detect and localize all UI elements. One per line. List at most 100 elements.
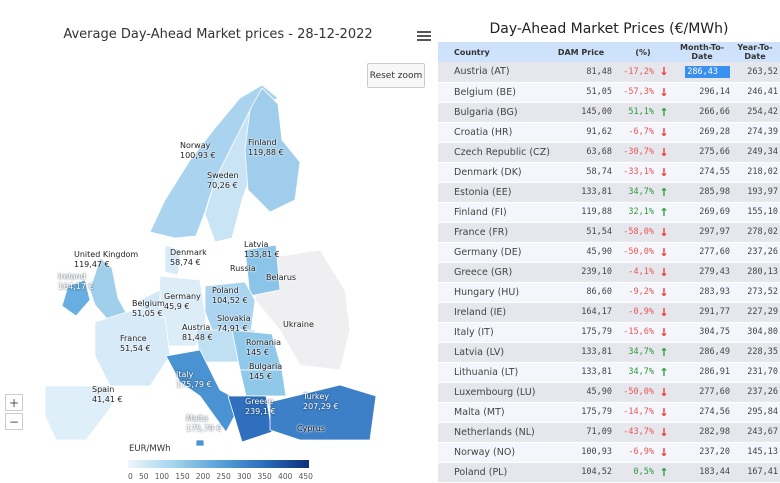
zoom-in-button[interactable]: +: [5, 394, 23, 411]
country-finland[interactable]: [244, 87, 301, 213]
dam-price-cell: 145,00: [550, 102, 612, 123]
header-dam-price[interactable]: DAM Price: [550, 42, 612, 62]
country-baltics[interactable]: [244, 244, 281, 297]
table-row[interactable]: Bulgaria (BG) 145,00 51,1% ↑ 266,66 254,42: [438, 102, 780, 123]
table-row[interactable]: Italy (IT) 175,79 -15,6% ↓ 304,75 304,80: [438, 322, 780, 343]
table-row[interactable]: Belgium (BE) 51,05 -57,3% ↓ 296,14 246,41: [438, 82, 780, 103]
country-malta[interactable]: [195, 439, 205, 447]
arrow-up-icon: ↑: [654, 362, 674, 383]
legend-tick: 50: [139, 472, 149, 481]
country-cell: Czech Republic (CZ): [438, 142, 550, 163]
year-to-date-cell: 274,39: [730, 122, 780, 143]
year-to-date-cell: 218,02: [730, 162, 780, 183]
year-to-date-cell: 273,52: [730, 282, 780, 303]
table-row[interactable]: Ireland (IE) 164,17 -0,9% ↓ 291,77 227,29: [438, 302, 780, 323]
table-row[interactable]: Norway (NO) 100,93 -6,9% ↓ 237,20 145,13: [438, 442, 780, 463]
map-label-slovakia: Slovakia 74,91 €: [217, 314, 251, 333]
year-to-date-cell: 145,13: [730, 442, 780, 463]
month-to-date-cell: 297,97: [674, 222, 730, 243]
dam-price-cell: 45,90: [550, 382, 612, 403]
dam-price-cell: 133,81: [550, 362, 612, 383]
table-row[interactable]: Czech Republic (CZ) 63,68 -30,7% ↓ 275,66 249…: [438, 142, 780, 163]
month-to-date-cell[interactable]: 286,43: [674, 62, 730, 83]
country-cell: Latvia (LV): [438, 342, 550, 363]
country-cell: Netherlands (NL): [438, 422, 550, 443]
country-bulgaria[interactable]: [239, 369, 287, 397]
month-to-date-cell: 285,98: [674, 182, 730, 203]
table-row[interactable]: Lithuania (LT) 133,81 34,7% ↑ 286,91 231,70: [438, 362, 780, 383]
map-label-finland: Finland 119,88 €: [248, 138, 284, 157]
month-to-date-value: 283,93: [699, 287, 730, 297]
arrow-down-icon: ↓: [654, 142, 674, 163]
table-row[interactable]: Croatia (HR) 91,62 -6,7% ↓ 269,28 274,39: [438, 122, 780, 143]
header-year-to-date[interactable]: Year-To-Date: [730, 42, 780, 62]
country-cell: Belgium (BE): [438, 82, 550, 103]
month-to-date-value: 286,91: [699, 367, 730, 377]
prices-table: Country DAM Price (%) Month-To-Date Year…: [438, 42, 780, 483]
country-france[interactable]: [94, 307, 171, 387]
hamburger-menu-icon[interactable]: [417, 31, 431, 43]
country-cell: Norway (NO): [438, 442, 550, 463]
month-to-date-value: 183,44: [699, 467, 730, 477]
month-to-date-value: 237,20: [699, 447, 730, 457]
arrow-up-icon: ↑: [654, 462, 674, 483]
percent-change-cell: -33,1%: [612, 162, 654, 183]
arrow-down-icon: ↓: [654, 122, 674, 143]
header-percent[interactable]: (%): [612, 42, 674, 62]
month-to-date-cell: 274,56: [674, 402, 730, 423]
reset-zoom-button[interactable]: Reset zoom: [367, 63, 425, 88]
table-row[interactable]: Greece (GR) 239,10 -4,1% ↓ 279,43 280,13: [438, 262, 780, 283]
month-to-date-value: 275,66: [699, 147, 730, 157]
country-greece[interactable]: [227, 395, 273, 443]
header-country[interactable]: Country: [438, 42, 550, 62]
month-to-date-value: 277,60: [699, 247, 730, 257]
percent-change-cell: -17,2%: [612, 62, 654, 83]
month-to-date-cell: 286,49: [674, 342, 730, 363]
table-row[interactable]: Netherlands (NL) 71,09 -43,7% ↓ 282,98 243,67: [438, 422, 780, 443]
table-row[interactable]: Malta (MT) 175,79 -14,7% ↓ 274,56 295,84: [438, 402, 780, 423]
year-to-date-cell: 295,84: [730, 402, 780, 423]
dam-price-cell: 133,81: [550, 342, 612, 363]
country-spain[interactable]: [44, 385, 113, 441]
table-row[interactable]: Denmark (DK) 58,74 -33,1% ↓ 274,55 218,02: [438, 162, 780, 183]
map-label-france: France 51,54 €: [120, 334, 151, 353]
table-row[interactable]: Finland (FI) 119,88 32,1% ↑ 269,69 155,10: [438, 202, 780, 223]
arrow-down-icon: ↓: [654, 62, 674, 83]
month-to-date-value: 282,98: [699, 427, 730, 437]
zoom-out-button[interactable]: −: [5, 413, 23, 430]
month-to-date-cell: 304,75: [674, 322, 730, 343]
table-row[interactable]: Austria (AT) 81,48 -17,2% ↓ 286,43 263,52: [438, 62, 780, 83]
map-label-sweden: Sweden 70,26 €: [207, 171, 239, 190]
europe-price-map[interactable]: Average Day-Ahead Market prices - 28-12-…: [0, 0, 436, 482]
country-cell: Germany (DE): [438, 242, 550, 263]
table-row[interactable]: Latvia (LV) 133,81 34,7% ↑ 286,49 228,35: [438, 342, 780, 363]
percent-change-cell: 0,5%: [612, 462, 654, 483]
table-row[interactable]: France (FR) 51,54 -58,0% ↓ 297,97 278,02: [438, 222, 780, 243]
arrow-up-icon: ↑: [654, 342, 674, 363]
table-row[interactable]: Estonia (EE) 133,81 34,7% ↑ 285,98 193,97: [438, 182, 780, 203]
table-row[interactable]: Luxembourg (LU) 45,90 -50,0% ↓ 277,60 237,26: [438, 382, 780, 403]
year-to-date-cell: 237,26: [730, 382, 780, 403]
table-row[interactable]: Poland (PL) 104,52 0,5% ↑ 183,44 167,41: [438, 462, 780, 483]
header-month-to-date[interactable]: Month-To-Date: [674, 42, 730, 62]
year-to-date-cell: 263,52: [730, 62, 780, 83]
dam-price-cell: 175,79: [550, 322, 612, 343]
country-ireland[interactable]: [61, 279, 91, 317]
year-to-date-cell: 249,34: [730, 142, 780, 163]
country-denmark[interactable]: [164, 244, 181, 276]
month-to-date-value: 269,69: [699, 207, 730, 217]
map-label-latvia: Latvia 133,81 €: [244, 240, 280, 259]
table-row[interactable]: Germany (DE) 45,90 -50,0% ↓ 277,60 237,26: [438, 242, 780, 263]
month-to-date-value: 286,43: [685, 65, 730, 78]
table-row[interactable]: Hungary (HU) 86,60 -9,2% ↓ 283,93 273,52: [438, 282, 780, 303]
arrow-down-icon: ↓: [654, 162, 674, 183]
percent-change-cell: -50,0%: [612, 242, 654, 263]
dam-price-cell: 81,48: [550, 62, 612, 83]
year-to-date-cell: 254,42: [730, 102, 780, 123]
arrow-down-icon: ↓: [654, 302, 674, 323]
country-turkey[interactable]: [269, 384, 377, 441]
percent-change-cell: -0,9%: [612, 302, 654, 323]
country-cell: Croatia (HR): [438, 122, 550, 143]
month-to-date-cell: 296,14: [674, 82, 730, 103]
month-to-date-cell: 291,77: [674, 302, 730, 323]
